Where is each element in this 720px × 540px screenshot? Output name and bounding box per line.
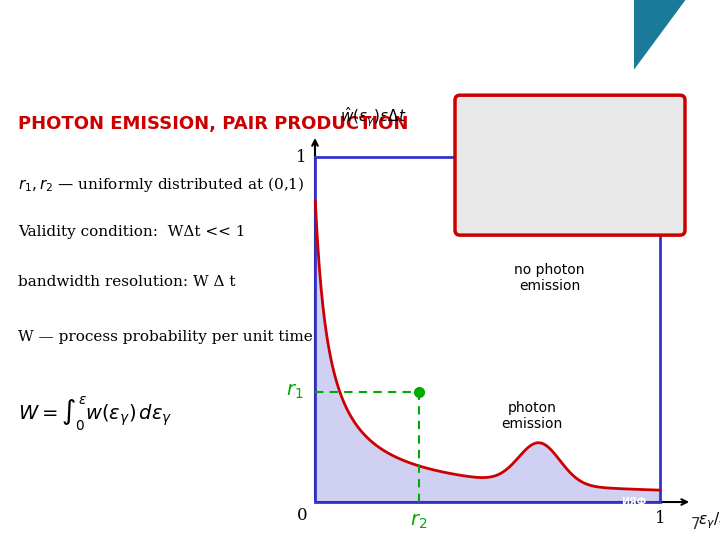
Text: $W = \int_{0}^{\varepsilon} w(\varepsilon_\gamma)\, d\varepsilon_\gamma$: $W = \int_{0}^{\varepsilon} w(\varepsilo… bbox=[18, 395, 173, 434]
Text: $r_2$: $r_2$ bbox=[410, 512, 427, 531]
Text: ИЯФ
РАН: ИЯФ РАН bbox=[621, 497, 647, 518]
Polygon shape bbox=[315, 201, 660, 502]
Text: e⁺ → e⁺ + γ: e⁺ → e⁺ + γ bbox=[519, 140, 621, 158]
Text: $r_1, r_2$ — uniformly distributed at (0,1): $r_1, r_2$ — uniformly distributed at (0… bbox=[18, 175, 305, 194]
Text: PHOTON EMISSION, PAIR PRODUCTION: PHOTON EMISSION, PAIR PRODUCTION bbox=[18, 115, 408, 133]
Text: 1: 1 bbox=[654, 510, 665, 527]
Text: no photon
emission: no photon emission bbox=[514, 263, 585, 293]
Text: γ → e⁺e⁻: γ → e⁺e⁻ bbox=[531, 112, 608, 130]
Text: $\varepsilon_\gamma/\varepsilon$: $\varepsilon_\gamma/\varepsilon$ bbox=[698, 510, 720, 531]
Bar bbox=[315, 157, 660, 502]
Text: Validity condition:  WΔt << 1: Validity condition: WΔt << 1 bbox=[18, 225, 246, 239]
Text: bandwidth resolution: W Δ t: bandwidth resolution: W Δ t bbox=[18, 275, 235, 289]
Text: $\hat{w}(\varepsilon_\gamma)\varepsilon\Delta t$: $\hat{w}(\varepsilon_\gamma)\varepsilon\… bbox=[340, 106, 407, 129]
Text: $r_1$: $r_1$ bbox=[286, 382, 303, 401]
Text: 0: 0 bbox=[297, 507, 307, 524]
Text: W — process probability per unit time: W — process probability per unit time bbox=[18, 330, 312, 344]
Polygon shape bbox=[634, 0, 685, 70]
Text: 1: 1 bbox=[297, 148, 307, 166]
FancyBboxPatch shape bbox=[455, 95, 685, 235]
Text: 7: 7 bbox=[690, 517, 700, 532]
Text: Numerical model: event generator: Numerical model: event generator bbox=[27, 21, 567, 49]
Text: photon
emission: photon emission bbox=[502, 401, 563, 431]
Text: e⁻ → e⁻ + γ: e⁻ → e⁻ + γ bbox=[519, 168, 621, 186]
